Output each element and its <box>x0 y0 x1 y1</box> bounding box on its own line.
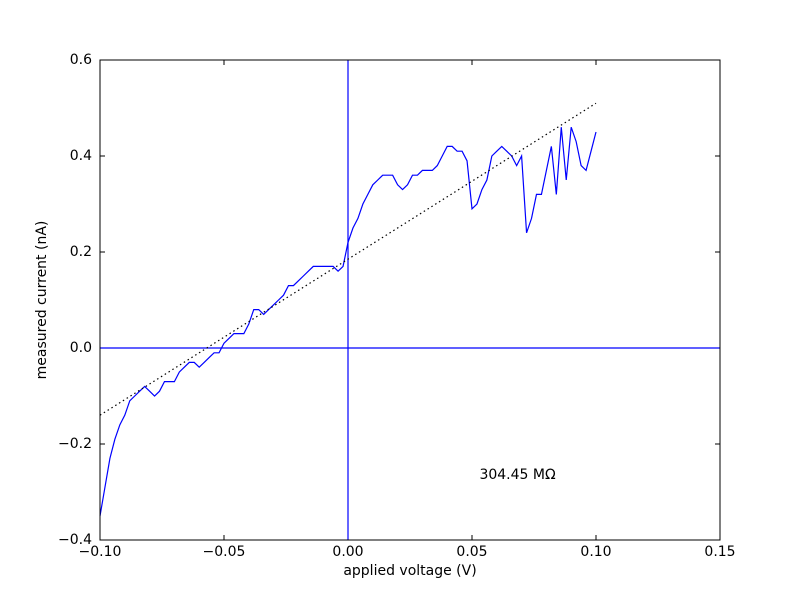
x-tick-label: −0.05 <box>203 544 246 560</box>
x-tick-label: 0.00 <box>332 544 363 560</box>
y-tick-label: 0.0 <box>70 340 92 356</box>
data-line <box>99 102 597 416</box>
y-tick-label: 0.6 <box>70 52 92 68</box>
x-tick-label: 0.15 <box>704 544 735 560</box>
x-tick-label: 0.05 <box>456 544 487 560</box>
x-tick-label: 0.10 <box>580 544 611 560</box>
y-tick-label: −0.4 <box>58 532 92 548</box>
y-tick-label: −0.2 <box>58 436 92 452</box>
y-axis-label: measured current (nA) <box>34 221 50 380</box>
y-tick-label: 0.2 <box>70 244 92 260</box>
x-axis-label: applied voltage (V) <box>343 563 476 579</box>
data-line <box>99 127 597 517</box>
plot-frame <box>99 59 721 541</box>
annotation: 304.45 MΩ <box>479 467 556 483</box>
x-tick-label: −0.10 <box>79 544 122 560</box>
y-tick-label: 0.4 <box>70 148 92 164</box>
